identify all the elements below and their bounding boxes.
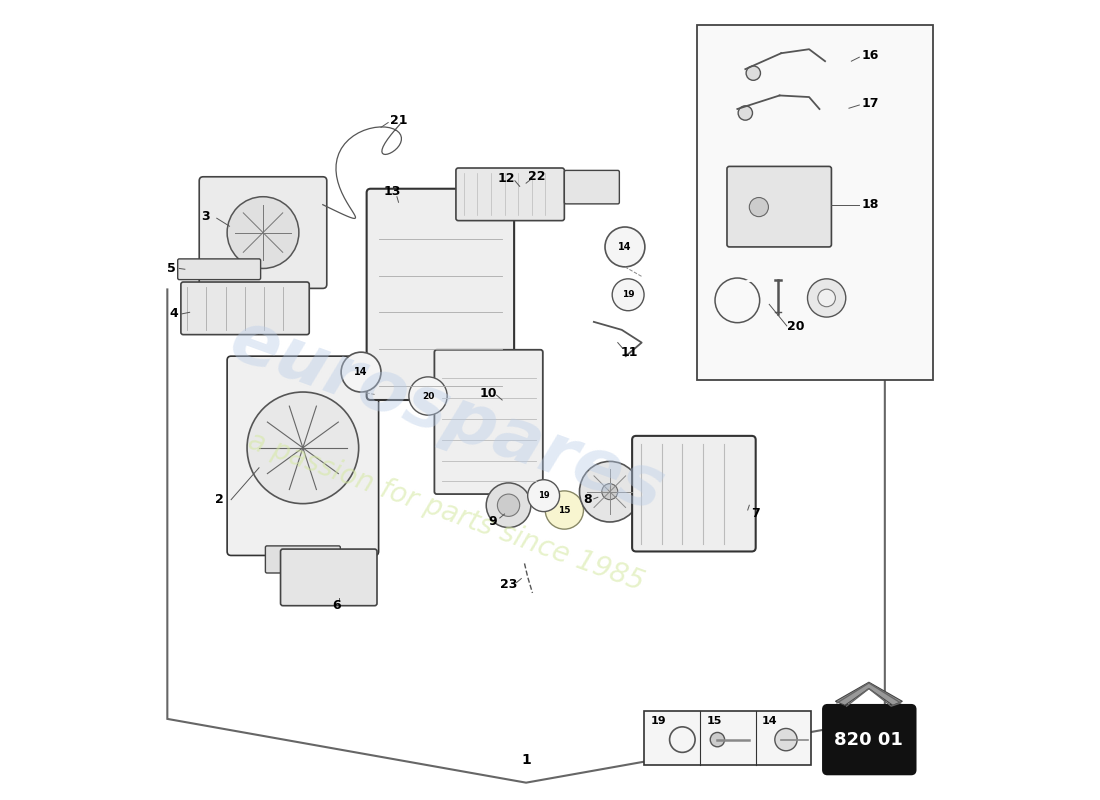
Circle shape (248, 392, 359, 504)
Text: 19: 19 (621, 290, 635, 299)
Circle shape (613, 279, 645, 310)
Text: 20: 20 (421, 391, 434, 401)
Circle shape (746, 66, 760, 80)
Text: 21: 21 (389, 114, 407, 127)
Text: 14: 14 (618, 242, 631, 252)
Circle shape (497, 494, 519, 516)
Circle shape (602, 484, 618, 500)
FancyBboxPatch shape (199, 177, 327, 288)
FancyBboxPatch shape (564, 170, 619, 204)
FancyBboxPatch shape (280, 549, 377, 606)
Text: 12: 12 (497, 172, 515, 185)
Text: eurospares: eurospares (220, 306, 673, 526)
FancyBboxPatch shape (824, 706, 915, 774)
Circle shape (749, 198, 769, 217)
Text: a passion for parts since 1985: a passion for parts since 1985 (244, 426, 648, 597)
Circle shape (528, 480, 560, 512)
Text: 1: 1 (521, 754, 531, 767)
Text: 5: 5 (167, 262, 176, 275)
Text: 19: 19 (538, 491, 549, 500)
Text: 16: 16 (861, 49, 879, 62)
Circle shape (486, 483, 531, 527)
FancyBboxPatch shape (178, 259, 261, 280)
Text: 14: 14 (762, 716, 778, 726)
Circle shape (580, 462, 640, 522)
Text: 22: 22 (528, 170, 546, 183)
Text: 14: 14 (354, 367, 367, 377)
Text: 17: 17 (861, 97, 879, 110)
Text: 6: 6 (332, 599, 341, 612)
Text: 11: 11 (621, 346, 638, 358)
Text: 4: 4 (169, 307, 178, 321)
Circle shape (818, 289, 835, 306)
Circle shape (546, 491, 583, 529)
Text: 23: 23 (499, 578, 517, 591)
Circle shape (341, 352, 381, 392)
Text: 820 01: 820 01 (835, 730, 903, 749)
Bar (645, 711, 812, 765)
Text: 18: 18 (861, 198, 879, 211)
FancyBboxPatch shape (227, 356, 378, 555)
Text: 15: 15 (558, 506, 571, 514)
FancyBboxPatch shape (366, 189, 514, 400)
Circle shape (605, 227, 645, 267)
Text: 3: 3 (201, 210, 210, 223)
FancyBboxPatch shape (265, 546, 340, 573)
Circle shape (409, 377, 448, 415)
Polygon shape (835, 682, 902, 706)
Text: 2: 2 (214, 493, 223, 506)
Text: 8: 8 (583, 493, 592, 506)
Text: 19: 19 (650, 716, 667, 726)
FancyBboxPatch shape (455, 168, 564, 221)
Text: 20: 20 (786, 320, 804, 333)
Circle shape (711, 733, 725, 746)
Text: 10: 10 (480, 387, 496, 400)
Circle shape (807, 279, 846, 317)
Circle shape (774, 729, 798, 750)
Circle shape (738, 106, 752, 120)
FancyBboxPatch shape (180, 282, 309, 334)
FancyBboxPatch shape (434, 350, 542, 494)
Bar (697, 26, 933, 380)
Text: 13: 13 (384, 185, 400, 198)
Text: 9: 9 (488, 514, 497, 528)
Circle shape (227, 197, 299, 269)
Text: 15: 15 (706, 716, 722, 726)
FancyBboxPatch shape (632, 436, 756, 551)
Text: 7: 7 (751, 506, 760, 520)
FancyBboxPatch shape (727, 166, 832, 247)
